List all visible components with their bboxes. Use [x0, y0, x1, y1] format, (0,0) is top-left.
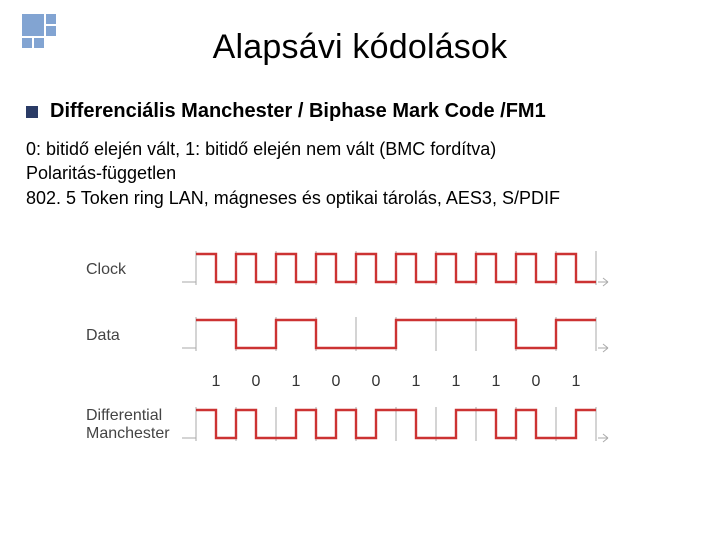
svg-text:Differential: Differential [86, 407, 162, 424]
svg-text:0: 0 [332, 373, 341, 390]
svg-text:1: 1 [212, 373, 221, 390]
svg-text:1: 1 [292, 373, 301, 390]
body-line-2: Polaritás-független [26, 161, 694, 185]
svg-text:Clock: Clock [86, 261, 127, 278]
slide-title: Alapsávi kódolások [0, 28, 720, 67]
slide: Alapsávi kódolások Differenciális Manche… [0, 0, 720, 540]
svg-text:1: 1 [492, 373, 501, 390]
body-line-3: 802. 5 Token ring LAN, mágneses és optik… [26, 186, 694, 210]
svg-text:0: 0 [532, 373, 541, 390]
waveform-svg: Clock Data 1 0 1 0 0 1 1 1 0 1 DifferentialMancheste… [80, 238, 640, 488]
svg-text:0: 0 [372, 373, 381, 390]
svg-text:1: 1 [572, 373, 581, 390]
square-bullet-icon [26, 106, 38, 118]
content-area: Differenciális Manchester / Biphase Mark… [26, 100, 694, 210]
body-line-1: 0: bitidő elején vált, 1: bitidő elején … [26, 137, 694, 161]
waveform-diagram: Clock Data 1 0 1 0 0 1 1 1 0 1 DifferentialMancheste… [80, 238, 640, 493]
svg-text:0: 0 [252, 373, 261, 390]
svg-text:Manchester: Manchester [86, 425, 170, 442]
svg-text:1: 1 [452, 373, 461, 390]
svg-text:Data: Data [86, 327, 120, 344]
subheading: Differenciális Manchester / Biphase Mark… [50, 100, 546, 123]
svg-text:1: 1 [412, 373, 421, 390]
bullet-item: Differenciális Manchester / Biphase Mark… [26, 100, 694, 123]
